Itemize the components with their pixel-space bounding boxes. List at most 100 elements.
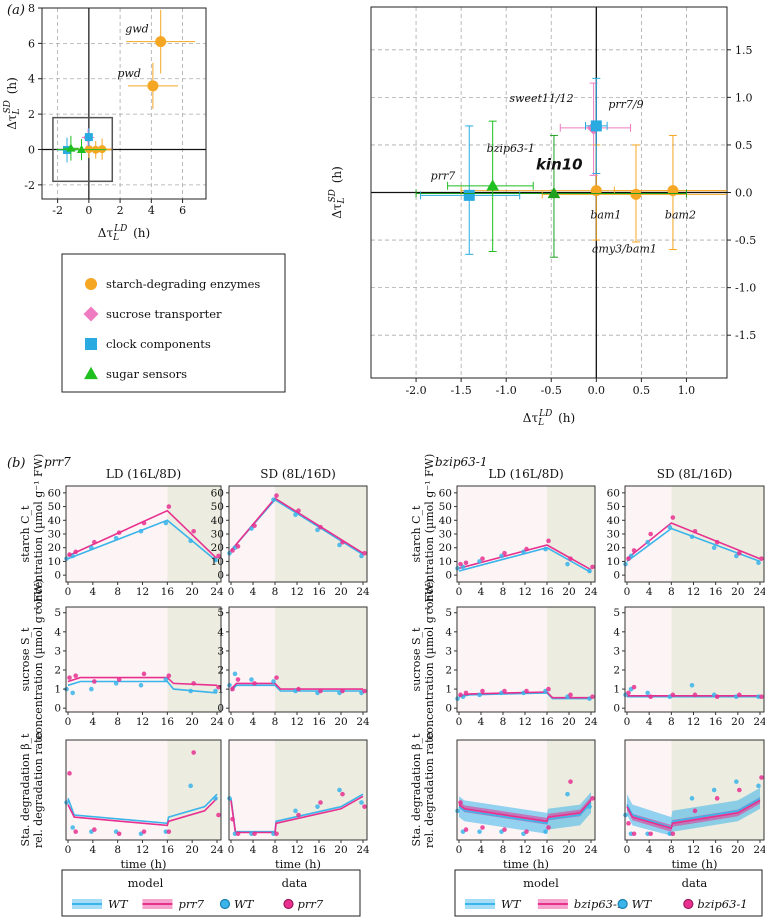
tick-label-y: 0 xyxy=(613,703,620,715)
mutant-data-point xyxy=(92,679,97,684)
tick-label-y: 10 xyxy=(607,556,620,568)
point-marker xyxy=(84,133,93,142)
wt-data-point xyxy=(521,549,526,555)
mutant-data-point xyxy=(296,812,301,818)
mutant-data-point xyxy=(759,775,764,780)
tick-label-y: 6 xyxy=(28,37,35,50)
tick-label-x: 20 xyxy=(334,586,347,598)
wt-data-point xyxy=(565,791,570,797)
tick-label-x: 20 xyxy=(731,844,744,856)
tick-label-x: 16 xyxy=(161,586,175,598)
tick-label-x: 2 xyxy=(117,204,124,217)
wt-data-point xyxy=(359,800,364,805)
panel-frame xyxy=(456,606,596,713)
tick-label-x: 16 xyxy=(540,716,554,728)
dark-period xyxy=(167,486,221,582)
x-axis-label: time (h) xyxy=(120,857,166,871)
mutant-data-point xyxy=(670,692,676,698)
tick-label-x: 12 xyxy=(518,716,531,728)
wt-data-point xyxy=(138,528,144,534)
tick-label-y: 0 xyxy=(445,570,452,582)
tick-label-x: 24 xyxy=(753,716,765,728)
y-axis-label: ΔτLSD (h) xyxy=(328,166,347,219)
mutant-data-point xyxy=(480,825,485,830)
tick-label-y: 0.5 xyxy=(735,139,753,152)
point-label: bzip63-1 xyxy=(487,142,535,155)
tick-label-y: 2 xyxy=(54,665,61,677)
tick-label-y: 0 xyxy=(217,703,224,715)
point-label: bam1 xyxy=(590,209,621,222)
mutant-data-point xyxy=(590,694,595,700)
legend-wt-data-marker xyxy=(219,898,231,910)
tick-label-x: 0 xyxy=(85,204,92,217)
mutant-data-point xyxy=(590,564,595,570)
tick-label-y: 40 xyxy=(607,515,620,527)
y-axis-label-a: starch C_t xyxy=(19,505,32,563)
light-period xyxy=(229,607,275,712)
mutant-data-point xyxy=(759,694,764,700)
tick-label-y: 2 xyxy=(217,665,224,677)
point-marker xyxy=(630,188,642,200)
mutant-data-point xyxy=(463,690,469,696)
panel-frame xyxy=(228,739,368,841)
mutant-data-point xyxy=(73,829,79,834)
y-axis-label-a: Sta. degradation β_t xyxy=(19,733,32,847)
mutant-data-point xyxy=(631,548,637,553)
mutant-data-point xyxy=(166,829,172,834)
wt-data-point xyxy=(477,829,482,834)
tick-label-y: 50 xyxy=(48,501,61,513)
tick-label-x: 16 xyxy=(709,716,723,728)
mutant-data-point xyxy=(252,681,257,686)
mutant-data-point xyxy=(568,556,573,561)
overview-point xyxy=(56,139,107,161)
mutant-data-point xyxy=(458,800,463,805)
zoom-point: kin10 xyxy=(415,134,687,258)
tick-label-y: 1 xyxy=(54,684,61,696)
tick-label-x: 16 xyxy=(312,716,326,728)
mutant-data-point xyxy=(524,829,529,834)
tick-label-x: 4 xyxy=(478,716,485,728)
tick-label-y: 10 xyxy=(48,556,61,568)
tick-label-x: 6 xyxy=(179,204,186,217)
tick-label-x: 0 xyxy=(624,716,631,728)
legend-a-label: clock components xyxy=(106,337,211,351)
tick-label-x: 0.5 xyxy=(633,384,651,397)
tick-label-y: 4 xyxy=(217,626,224,638)
legend-mut-model-label: bzip63-1 xyxy=(574,897,624,911)
wt-data-point xyxy=(70,825,76,830)
mutant-data-point xyxy=(648,531,653,537)
tick-label-x: 4 xyxy=(89,586,96,598)
wt-data-point xyxy=(645,690,650,696)
wt-data-point xyxy=(477,559,482,564)
wt-data-point xyxy=(689,682,695,688)
y-axis-label-a: starch C_t xyxy=(410,505,423,563)
y-axis-label-a: sucrose S_t xyxy=(19,627,32,691)
tick-label-y: 5 xyxy=(613,607,620,619)
tick-label-y: 20 xyxy=(439,542,452,554)
mutant-data-point xyxy=(252,523,257,529)
wt-data-point xyxy=(213,688,218,694)
mutant-data-point xyxy=(480,688,485,694)
zoom-scatter-chart: -2.0 -1.5 -1.0 -0.5 0.0 0.5 1.0 -1.5 -1.0 -0.5 0.0… xyxy=(328,6,756,428)
legend-model-title: model xyxy=(523,876,559,890)
legend-a-item: starch-degrading enzymes xyxy=(85,277,260,291)
wt-data-point xyxy=(293,512,298,518)
panel-degradation: 0 4 8 12 16 20 24 time (h) Sta. degradation β_t r… xyxy=(19,732,224,871)
tick-label-x: 12 xyxy=(290,716,303,728)
tick-label-y: 0.0 xyxy=(735,187,753,200)
mutant-data-point xyxy=(714,539,720,545)
tick-label-x: 24 xyxy=(356,716,370,728)
mutant-data-point xyxy=(274,493,279,498)
wt-data-point xyxy=(188,538,193,544)
panel-degradation: 0 4 8 12 16 20 24 time (h) xyxy=(623,739,765,871)
wt-model-line xyxy=(67,519,218,563)
wt-data-point xyxy=(163,520,169,526)
mutant-data-point xyxy=(191,681,196,686)
tick-label-y: 4 xyxy=(54,626,61,638)
legend-data-title: data xyxy=(282,876,308,890)
tick-label-y: -2 xyxy=(24,179,35,192)
tick-label-x: 20 xyxy=(185,844,198,856)
mutant-data-point xyxy=(296,686,301,692)
wt-data-point xyxy=(543,829,548,834)
dark-period xyxy=(275,607,367,712)
